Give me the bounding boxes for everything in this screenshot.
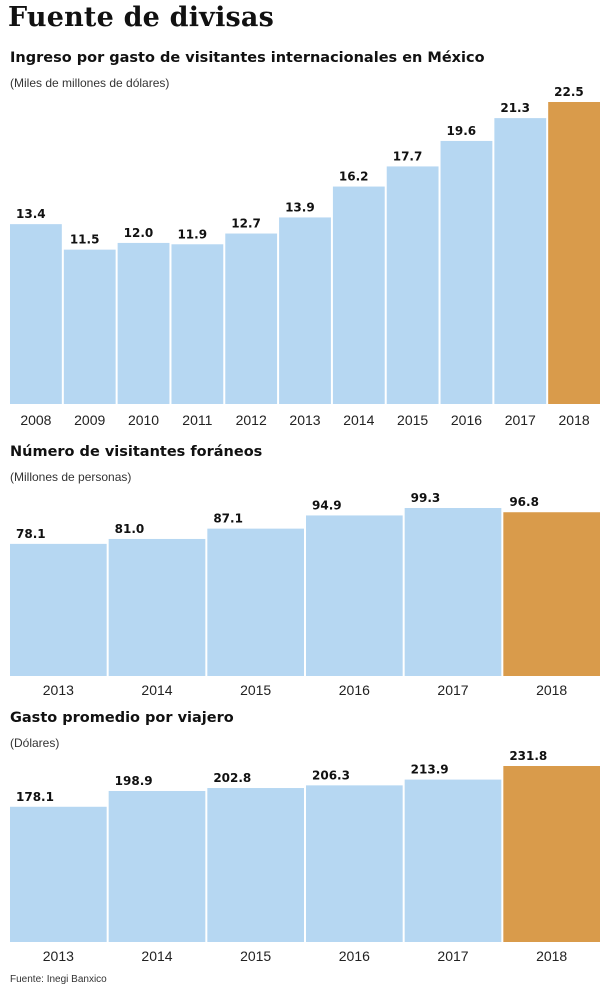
spending-bar-2017 (405, 780, 502, 942)
spending-bar-2018 (503, 766, 600, 942)
spending-tick-label-2016: 2016 (339, 948, 370, 964)
source-note: Fuente: Inegi Banxico (10, 974, 107, 985)
spending-bar-chart: 178.1 2013 198.9 2014 202.8 2015 206.3 2016 213.… (0, 0, 602, 970)
spending-tick-label-2017: 2017 (437, 948, 468, 964)
spending-value-label-2015: 202.8 (213, 771, 251, 785)
spending-value-label-2017: 213.9 (411, 763, 449, 777)
spending-tick-label-2018: 2018 (536, 948, 567, 964)
spending-tick-label-2014: 2014 (141, 948, 172, 964)
spending-tick-label-2015: 2015 (240, 948, 271, 964)
spending-tick-label-2013: 2013 (43, 948, 74, 964)
spending-value-label-2018: 231.8 (509, 749, 547, 763)
spending-bar-2013 (10, 807, 107, 942)
spending-bar-2016 (306, 785, 403, 942)
spending-value-label-2013: 178.1 (16, 790, 54, 804)
spending-bar-2014 (109, 791, 206, 942)
spending-value-label-2016: 206.3 (312, 768, 350, 782)
spending-bar-2015 (207, 788, 304, 942)
spending-value-label-2014: 198.9 (115, 774, 153, 788)
